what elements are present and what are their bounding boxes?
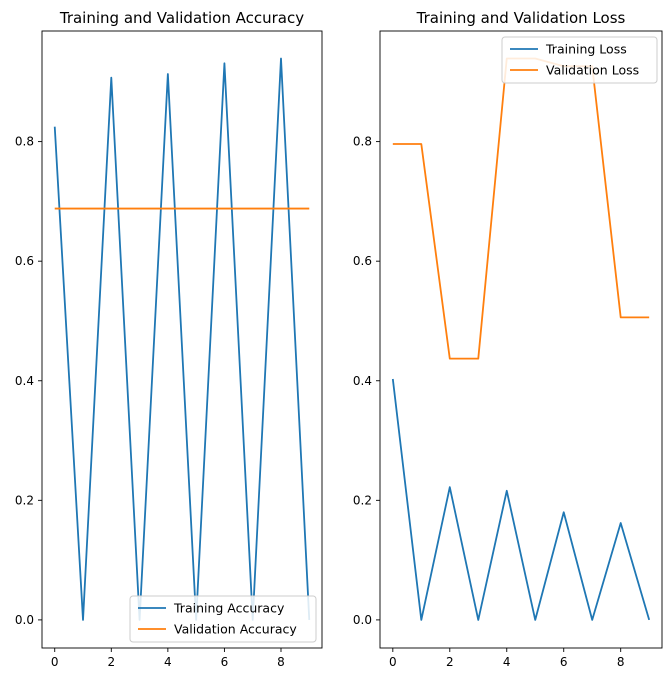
series-line-0 xyxy=(391,378,651,621)
y-tick-label: 0.8 xyxy=(353,135,372,149)
chart-title: Training and Validation Accuracy xyxy=(59,9,304,27)
legend-box xyxy=(129,595,317,643)
legend-label-0: Training Loss xyxy=(545,42,627,57)
x-tick-label: 4 xyxy=(503,655,511,669)
x-tick-label: 8 xyxy=(277,655,285,669)
plot-frame xyxy=(379,30,663,649)
legend-label-1: Validation Loss xyxy=(546,63,639,78)
legend: Training Loss Validation Loss xyxy=(501,36,658,84)
legend-label-1: Validation Accuracy xyxy=(174,622,297,637)
x-tick-label: 6 xyxy=(560,655,568,669)
x-tick-label: 8 xyxy=(617,655,625,669)
x-tick-label: 2 xyxy=(107,655,115,669)
y-tick-label: 0.4 xyxy=(353,374,372,388)
x-tick-label: 4 xyxy=(164,655,172,669)
accuracy-chart: Training and Validation Accuracy 0 2 4 6 8 0.0… xyxy=(15,9,323,669)
y-tick-label: 0.6 xyxy=(353,254,372,268)
legend-label-0: Training Accuracy xyxy=(173,601,285,616)
x-tick-label: 2 xyxy=(446,655,454,669)
legend-box xyxy=(501,36,658,84)
x-tick-label: 6 xyxy=(221,655,229,669)
y-tick-label: 0.0 xyxy=(353,613,372,627)
y-tick-label: 0.8 xyxy=(15,135,34,149)
x-tick-label: 0 xyxy=(51,655,59,669)
series-line-0 xyxy=(53,57,311,621)
series-line-1 xyxy=(392,57,650,360)
x-tick-label: 0 xyxy=(389,655,397,669)
y-tick-label: 0.6 xyxy=(15,254,34,268)
y-tick-label: 0.2 xyxy=(353,493,372,507)
y-tick-label: 0.2 xyxy=(15,493,34,507)
y-tick-label: 0.0 xyxy=(15,613,34,627)
y-tick-label: 0.4 xyxy=(15,374,34,388)
legend: Training Accuracy Validation Accuracy xyxy=(129,595,317,643)
loss-chart: Training and Validation Loss 0 2 4 6 8 0.0 0.2 0… xyxy=(353,9,663,669)
chart-title: Training and Validation Loss xyxy=(416,9,626,27)
plot-frame xyxy=(41,30,323,649)
